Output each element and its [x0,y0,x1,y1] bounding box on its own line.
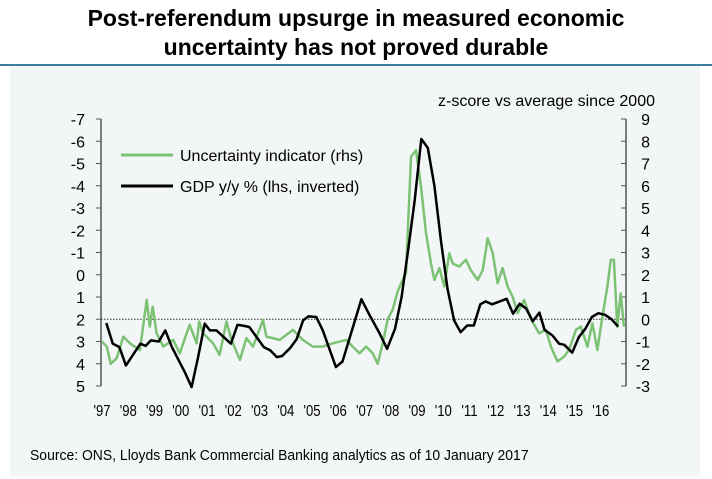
right-tick-label: 1 [641,290,650,307]
x-tick-label: '11 [461,403,477,420]
x-tick-label: '14 [540,403,557,420]
x-tick-label: '12 [487,403,504,420]
left-tick-label: -6 [71,134,85,151]
left-tick-label: -2 [71,223,85,240]
source-note: Source: ONS, Lloyds Bank Commercial Bank… [30,447,529,464]
left-tick-label: -1 [71,246,85,263]
x-tick-label: '16 [592,403,609,420]
right-tick-label: 6 [641,179,650,196]
right-tick-label: -2 [636,357,650,374]
right-tick-label: -3 [636,379,650,396]
right-tick-label: 3 [641,246,650,263]
chart-panel [10,66,700,476]
x-tick-label: '10 [435,403,452,420]
left-tick-label: 0 [76,268,85,285]
right-tick-label: 8 [641,134,650,151]
x-tick-label: '01 [198,403,215,420]
left-tick-label: -7 [71,112,85,129]
left-tick-label: 2 [76,312,85,329]
x-tick-label: '99 [146,403,163,420]
units-label: z-score vs average since 2000 [438,93,655,110]
right-tick-label: 2 [641,268,650,285]
legend-label-gdp: GDP y/y % (lhs, inverted) [180,179,359,196]
uncertainty-series-line [100,148,626,366]
x-tick-label: '15 [566,403,583,420]
x-tick-label: '04 [277,403,294,420]
left-tick-label: 5 [76,379,85,396]
right-tick-label: -1 [636,335,650,352]
title-line-2: uncertainty has not proved durable [163,34,549,60]
legend: Uncertainty indicator (rhs) GDP y/y % (l… [121,148,363,196]
x-tick-label: '08 [382,403,399,420]
left-tick-label: 4 [76,357,85,374]
x-tick-label: '98 [120,403,137,420]
left-tick-label: -5 [71,157,85,174]
right-tick-label: 0 [641,312,650,329]
title-line-1: Post-referendum upsurge in measured econ… [87,5,625,31]
left-tick-label: -4 [71,179,85,196]
x-tick-label: '07 [356,403,373,420]
x-tick-label: '09 [408,403,425,420]
right-tick-label: 7 [641,157,650,174]
x-tick-label: '97 [93,403,110,420]
x-tick-label: '06 [330,403,347,420]
x-tick-label: '02 [225,403,242,420]
x-tick-label: '03 [251,403,268,420]
chart-title: Post-referendum upsurge in measured econ… [0,4,712,62]
right-tick-label: 9 [641,112,650,129]
left-tick-label: 3 [76,335,85,352]
legend-label-uncertainty: Uncertainty indicator (rhs) [180,148,363,165]
x-tick-label: '13 [513,403,530,420]
left-tick-label: 1 [76,290,85,307]
gdp-series-line [105,137,620,389]
x-tick-label: '00 [172,403,189,420]
right-tick-label: 4 [641,223,650,240]
title-divider [0,64,712,66]
left-tick-label: -3 [71,201,85,218]
right-tick-label: 5 [641,201,650,218]
x-tick-label: '05 [303,403,320,420]
